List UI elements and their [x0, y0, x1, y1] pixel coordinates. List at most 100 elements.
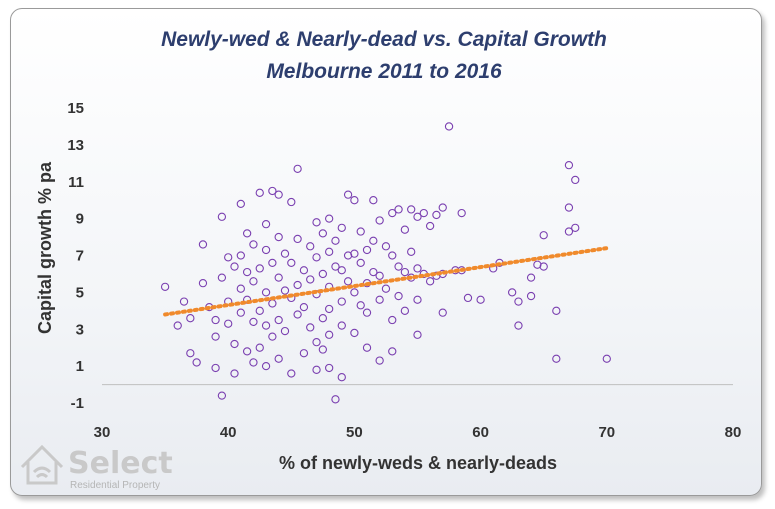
y-tick-label: 7	[76, 248, 84, 265]
data-point	[249, 240, 258, 249]
data-point	[539, 231, 548, 240]
data-point	[217, 273, 227, 282]
x-axis-label: % of newly-weds & nearly-deads	[279, 453, 557, 473]
data-point	[249, 317, 258, 327]
data-point	[293, 310, 302, 319]
data-point	[564, 227, 574, 236]
data-point	[224, 253, 233, 262]
data-point	[236, 308, 245, 317]
data-point	[179, 297, 189, 306]
x-tick-label: 50	[346, 424, 363, 441]
data-point	[413, 264, 422, 273]
data-point	[350, 328, 359, 338]
data-point	[375, 271, 384, 280]
data-point	[407, 205, 416, 214]
data-point	[388, 208, 397, 218]
data-point	[230, 262, 239, 271]
data-point	[400, 267, 410, 277]
data-point	[299, 349, 309, 358]
x-tick-label: 60	[472, 424, 489, 441]
data-point	[211, 332, 220, 341]
data-point	[249, 277, 258, 286]
data-point	[337, 321, 346, 330]
data-point	[514, 297, 523, 306]
data-point	[432, 210, 441, 220]
data-point	[255, 188, 264, 197]
logo-name: Select	[68, 446, 173, 481]
data-point	[293, 234, 302, 244]
data-point	[306, 275, 315, 284]
x-tick-label: 80	[725, 424, 742, 441]
data-point	[318, 229, 327, 238]
data-point	[255, 306, 264, 315]
data-point	[375, 216, 384, 225]
y-tick-label: 5	[76, 284, 84, 301]
data-point	[526, 273, 536, 282]
trendline-line	[163, 246, 609, 317]
data-point	[369, 196, 378, 205]
data-point	[413, 330, 422, 339]
data-point	[261, 245, 271, 255]
data-point	[261, 288, 271, 297]
data-point	[211, 315, 220, 325]
data-points	[160, 122, 611, 404]
data-point	[274, 190, 283, 199]
y-tick-label: 13	[67, 137, 84, 154]
data-point	[261, 321, 271, 330]
y-tick-label: -1	[71, 395, 84, 412]
x-tick-label: 70	[598, 424, 615, 441]
data-point	[571, 175, 580, 185]
data-point	[350, 249, 359, 258]
data-point	[268, 186, 277, 196]
data-point	[312, 253, 321, 262]
data-point	[255, 343, 264, 352]
data-point	[299, 266, 309, 275]
y-tick-label: 3	[76, 321, 84, 338]
data-point	[280, 326, 290, 336]
data-point	[293, 280, 302, 290]
data-point	[268, 332, 277, 341]
data-point	[312, 338, 321, 347]
data-point	[236, 284, 245, 293]
data-point	[539, 262, 548, 271]
data-point	[350, 196, 359, 205]
data-point	[274, 315, 283, 325]
data-point	[356, 227, 365, 236]
data-point	[198, 240, 208, 249]
y-tick-label: 11	[68, 174, 84, 191]
data-point	[362, 245, 372, 255]
data-point	[337, 223, 346, 232]
data-point	[369, 267, 378, 277]
data-point	[394, 262, 403, 271]
data-point	[388, 251, 397, 260]
trendline	[163, 246, 609, 317]
data-point	[350, 288, 359, 297]
data-point	[602, 354, 611, 363]
data-point	[325, 247, 334, 256]
data-point	[356, 258, 365, 268]
x-tick-label: 40	[220, 424, 237, 441]
data-point	[419, 208, 428, 218]
logo-tagline: Residential Property	[70, 480, 160, 491]
data-point	[457, 208, 466, 218]
data-point	[514, 321, 523, 330]
house-icon	[20, 444, 64, 485]
data-point	[564, 161, 574, 170]
data-point	[274, 232, 283, 242]
data-point	[299, 302, 309, 312]
data-point	[552, 306, 561, 315]
data-point	[312, 218, 321, 227]
logo: Select Residential Property	[20, 444, 173, 491]
data-point	[242, 347, 252, 356]
data-point	[217, 212, 227, 221]
data-point	[192, 358, 201, 367]
data-point	[274, 354, 283, 363]
y-tick-label: 1	[76, 358, 84, 375]
data-point	[388, 347, 397, 356]
data-point	[160, 282, 170, 291]
data-point	[242, 267, 252, 277]
data-point	[388, 315, 397, 325]
data-point	[508, 288, 517, 297]
